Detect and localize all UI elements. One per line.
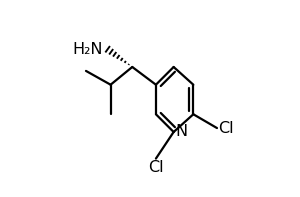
Text: Cl: Cl — [148, 160, 164, 175]
Text: N: N — [176, 125, 188, 139]
Text: H₂N: H₂N — [72, 42, 103, 57]
Text: Cl: Cl — [218, 121, 234, 136]
